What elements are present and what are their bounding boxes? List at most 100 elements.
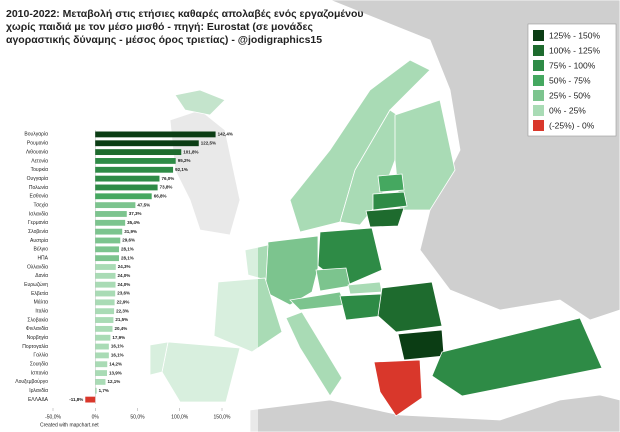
- bar: [95, 149, 182, 156]
- x-tick-label: 50,0%: [130, 414, 145, 420]
- bar: [95, 202, 136, 209]
- value-label: 95,2%: [178, 158, 191, 163]
- country: [394, 99, 456, 211]
- bar: [95, 131, 216, 138]
- value-label: 20,4%: [114, 326, 127, 331]
- country: [285, 311, 343, 397]
- value-label: 28,1%: [121, 247, 134, 252]
- value-label: 1,7%: [99, 388, 109, 393]
- bar: [95, 184, 158, 191]
- value-label: 13,9%: [109, 370, 122, 375]
- legend-label: 25% - 50%: [549, 90, 591, 100]
- bar: [95, 308, 115, 315]
- category-label: Ιρλανδία: [29, 388, 48, 394]
- bar: [95, 370, 107, 376]
- country: [365, 207, 405, 228]
- legend-swatch: [533, 45, 544, 56]
- country: [431, 317, 603, 397]
- category-label: Τσεχία: [34, 202, 49, 208]
- category-label: Ολλανδία: [27, 264, 48, 270]
- bar: [95, 158, 176, 164]
- category-label: Φινλανδία: [26, 326, 48, 332]
- chart-backdrop: [0, 0, 258, 432]
- x-tick-label: 150,0%: [214, 414, 232, 420]
- bar: [95, 237, 121, 244]
- value-label: 21,5%: [115, 317, 128, 322]
- legend-swatch: [533, 60, 544, 71]
- value-label: 14,2%: [109, 361, 122, 366]
- title-line: αγοραστικής δύναμης - μέσος όρος τριετία…: [6, 34, 322, 46]
- category-label: Αυστρία: [30, 238, 48, 244]
- legend-swatch: [533, 105, 544, 116]
- category-label: Ρουμανία: [27, 141, 48, 147]
- value-label: 37,3%: [129, 211, 142, 216]
- bar: [95, 343, 109, 350]
- value-label: 76,0%: [161, 176, 174, 181]
- category-label: Εσθονία: [30, 194, 49, 200]
- legend-label: 100% - 125%: [549, 45, 600, 55]
- country: [373, 359, 423, 417]
- bar: [95, 361, 108, 368]
- value-label: 24,0%: [118, 282, 131, 287]
- category-label: Νορβηγία: [27, 335, 49, 341]
- value-label: 28,1%: [121, 255, 134, 260]
- category-label: Ισπανία: [31, 370, 48, 376]
- bar: [95, 352, 109, 359]
- value-label: 17,9%: [112, 335, 125, 340]
- value-label: 22,3%: [116, 308, 129, 313]
- bar: [95, 299, 115, 306]
- category-label: Πορτογαλία: [22, 344, 48, 350]
- bar: [95, 264, 116, 270]
- bar: [95, 317, 114, 323]
- category-label: ΕΛΛΑΔΑ: [28, 397, 49, 403]
- legend-box: [527, 23, 617, 137]
- value-label: 22,9%: [117, 300, 130, 305]
- title-line: 2010-2022: Μεταβολή στις ετήσιες καθαρές…: [6, 8, 364, 20]
- bar: [95, 334, 111, 341]
- bar: [95, 378, 106, 385]
- category-label: Τουρκία: [31, 167, 48, 173]
- category-label: Βέλγιο: [34, 246, 49, 253]
- category-label: Σλοβενία: [28, 229, 48, 235]
- legend-swatch: [533, 75, 544, 86]
- bar: [95, 255, 119, 262]
- bar: [95, 211, 127, 217]
- category-label: ΗΠΑ: [37, 255, 48, 261]
- category-label: Σουηδία: [30, 362, 48, 368]
- value-label: 92,1%: [175, 167, 188, 172]
- bar: [95, 387, 97, 394]
- credit: Created with mapchart.net: [40, 422, 99, 428]
- value-label: 23,6%: [117, 291, 130, 296]
- land-other: [249, 394, 620, 432]
- legend-swatch: [533, 120, 544, 131]
- value-label: 73,8%: [160, 185, 173, 190]
- x-tick-label: -50,0%: [45, 414, 61, 420]
- value-label: 47,5%: [137, 202, 150, 207]
- legend-swatch: [533, 90, 544, 101]
- bar: [95, 166, 174, 173]
- value-label: -11,8%: [69, 397, 83, 402]
- category-label: Ισλανδία: [29, 211, 48, 217]
- category-label: Ευρωζώνη: [24, 281, 48, 288]
- bar: [95, 325, 113, 332]
- legend-label: 50% - 75%: [549, 75, 591, 85]
- bar: [95, 290, 116, 297]
- value-label: 12,1%: [107, 379, 120, 384]
- category-label: Γερμανία: [28, 220, 48, 226]
- legend-label: (-25%) - 0%: [549, 120, 595, 130]
- bar: [95, 219, 126, 226]
- value-label: 29,6%: [122, 238, 135, 243]
- value-label: 24,3%: [118, 264, 131, 269]
- title-line: χωρίς παιδιά με τον μέσο μισθό - πηγή: E…: [6, 21, 313, 33]
- country: [397, 329, 445, 361]
- country: [377, 281, 443, 333]
- legend-label: 125% - 150%: [549, 30, 600, 40]
- value-label: 31,9%: [124, 229, 137, 234]
- category-label: Ιταλία: [35, 309, 48, 315]
- category-label: Δανία: [35, 273, 48, 279]
- country: [372, 191, 408, 211]
- bar: [95, 272, 116, 279]
- value-label: 16,1%: [111, 344, 124, 349]
- bar: [95, 281, 116, 288]
- value-label: 142,4%: [218, 132, 233, 137]
